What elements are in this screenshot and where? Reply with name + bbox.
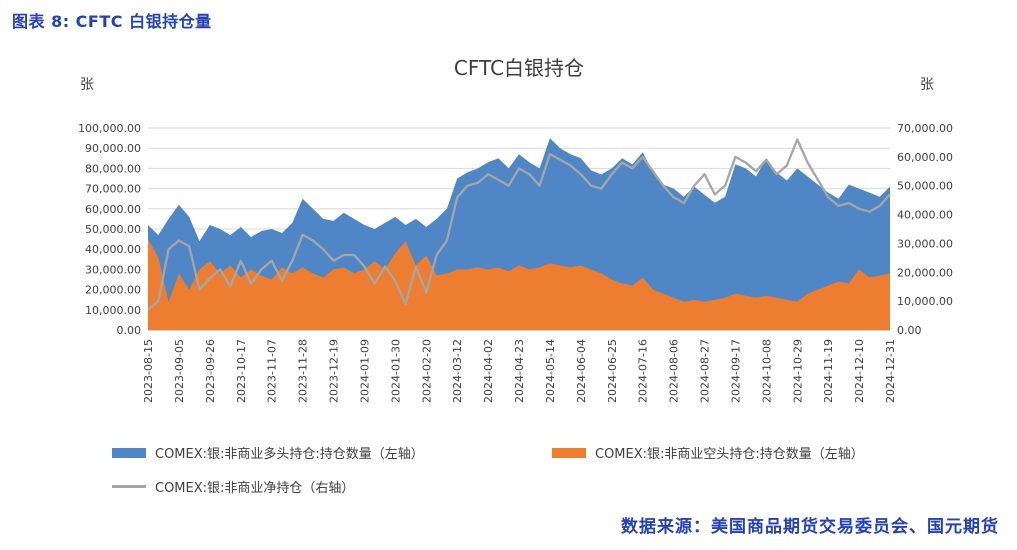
svg-text:2024-10-29: 2024-10-29 bbox=[791, 339, 804, 403]
svg-text:2024-11-19: 2024-11-19 bbox=[822, 339, 835, 403]
legend-label-short: COMEX:银:非商业空头持仓:持仓数量（左轴） bbox=[595, 447, 864, 462]
svg-text:2023-11-28: 2023-11-28 bbox=[297, 339, 310, 403]
svg-text:2024-01-30: 2024-01-30 bbox=[389, 339, 402, 403]
svg-text:20,000.00: 20,000.00 bbox=[85, 284, 141, 297]
svg-text:2024-02-20: 2024-02-20 bbox=[420, 339, 433, 403]
svg-text:90,000.00: 90,000.00 bbox=[85, 142, 141, 155]
svg-text:2024-08-06: 2024-08-06 bbox=[668, 339, 681, 403]
svg-text:30,000.00: 30,000.00 bbox=[897, 237, 953, 250]
svg-text:2024-12-10: 2024-12-10 bbox=[853, 339, 866, 403]
chart-plot-area: 0.00 10,000.00 20,000.00 30,000.00 40,000.00… bbox=[78, 122, 953, 403]
svg-text:2024-10-08: 2024-10-08 bbox=[760, 339, 773, 403]
svg-text:50,000.00: 50,000.00 bbox=[897, 180, 953, 193]
legend-label-long: COMEX:银:非商业多头持仓:持仓数量（左轴） bbox=[155, 447, 424, 462]
legend-swatch-short-area bbox=[552, 447, 586, 458]
svg-text:60,000.00: 60,000.00 bbox=[897, 151, 953, 164]
chart-title: CFTC白银持仓 bbox=[453, 56, 585, 80]
svg-text:2023-09-05: 2023-09-05 bbox=[173, 339, 186, 403]
svg-text:2023-11-07: 2023-11-07 bbox=[266, 339, 279, 403]
svg-text:2023-09-26: 2023-09-26 bbox=[204, 339, 217, 403]
svg-text:0.00: 0.00 bbox=[117, 324, 142, 337]
svg-text:2024-05-14: 2024-05-14 bbox=[544, 339, 557, 403]
svg-text:2024-08-27: 2024-08-27 bbox=[699, 339, 712, 403]
svg-text:70,000.00: 70,000.00 bbox=[85, 183, 141, 196]
svg-text:50,000.00: 50,000.00 bbox=[85, 223, 141, 236]
left-axis-unit: 张 bbox=[80, 77, 94, 93]
svg-text:2023-12-19: 2023-12-19 bbox=[328, 339, 341, 403]
legend-item-net: COMEX:银:非商业净持仓（右轴） bbox=[112, 477, 552, 496]
legend-swatch-net-line bbox=[112, 485, 146, 488]
svg-text:60,000.00: 60,000.00 bbox=[85, 203, 141, 216]
svg-text:30,000.00: 30,000.00 bbox=[85, 263, 141, 276]
svg-text:2024-01-09: 2024-01-09 bbox=[358, 339, 371, 403]
svg-text:10,000.00: 10,000.00 bbox=[85, 304, 141, 317]
svg-text:0.00: 0.00 bbox=[897, 324, 922, 337]
svg-text:40,000.00: 40,000.00 bbox=[897, 209, 953, 222]
svg-text:2024-07-16: 2024-07-16 bbox=[637, 339, 650, 403]
figure-caption: 图表 8: CFTC 白银持仓量 bbox=[12, 12, 212, 31]
legend-item-long: COMEX:银:非商业多头持仓:持仓数量（左轴） bbox=[112, 443, 552, 462]
svg-text:2024-06-04: 2024-06-04 bbox=[575, 339, 588, 403]
svg-text:80,000.00: 80,000.00 bbox=[85, 162, 141, 175]
svg-text:2023-10-17: 2023-10-17 bbox=[235, 339, 248, 403]
svg-text:2024-09-17: 2024-09-17 bbox=[729, 339, 742, 403]
legend-item-short: COMEX:银:非商业空头持仓:持仓数量（左轴） bbox=[552, 443, 864, 462]
legend-swatch-long-area bbox=[112, 447, 146, 458]
svg-text:2024-04-02: 2024-04-02 bbox=[482, 339, 495, 403]
svg-text:2024-03-12: 2024-03-12 bbox=[451, 339, 464, 403]
right-axis-unit: 张 bbox=[920, 77, 934, 93]
svg-text:20,000.00: 20,000.00 bbox=[897, 266, 953, 279]
svg-text:70,000.00: 70,000.00 bbox=[897, 122, 953, 135]
svg-text:10,000.00: 10,000.00 bbox=[897, 295, 953, 308]
legend-label-net: COMEX:银:非商业净持仓（右轴） bbox=[155, 481, 355, 496]
data-source: 数据来源：美国商品期货交易委员会、国元期货 bbox=[621, 517, 999, 537]
svg-text:2024-06-25: 2024-06-25 bbox=[606, 339, 619, 403]
svg-text:2023-08-15: 2023-08-15 bbox=[142, 339, 155, 403]
svg-text:40,000.00: 40,000.00 bbox=[85, 243, 141, 256]
chart-legend: COMEX:银:非商业多头持仓:持仓数量（左轴） COMEX:银:非商业空头持仓… bbox=[112, 443, 864, 496]
svg-text:2024-12-31: 2024-12-31 bbox=[884, 339, 897, 403]
svg-text:2024-04-23: 2024-04-23 bbox=[513, 339, 526, 403]
svg-text:100,000.00: 100,000.00 bbox=[78, 122, 141, 135]
